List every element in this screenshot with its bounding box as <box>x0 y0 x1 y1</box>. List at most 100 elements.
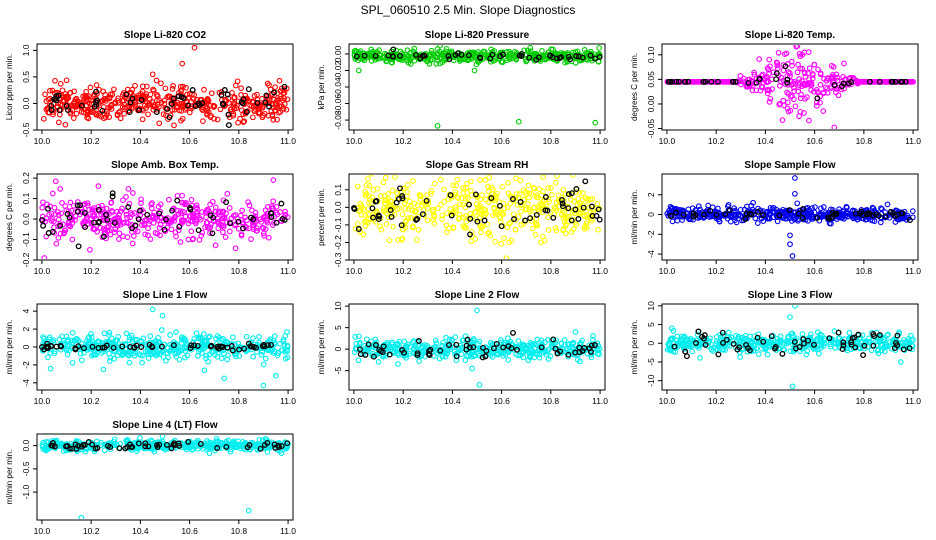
data-point <box>352 225 359 232</box>
data-point <box>259 224 266 231</box>
data-point <box>461 224 468 231</box>
data-point <box>278 200 285 207</box>
data-point <box>399 195 406 202</box>
data-point <box>168 226 175 233</box>
data-point <box>89 206 96 213</box>
y-tick-label: -0.1 <box>333 217 343 232</box>
data-point <box>779 117 786 123</box>
data-point <box>390 46 397 53</box>
data-point <box>470 344 477 351</box>
data-point <box>795 88 802 95</box>
data-point <box>809 75 816 82</box>
data-point <box>194 205 201 212</box>
data-point <box>173 329 179 335</box>
data-point <box>207 224 214 231</box>
data-point <box>757 87 764 94</box>
data-point <box>185 236 192 243</box>
x-tick-label: 10.4 <box>444 266 461 276</box>
data-point <box>899 210 906 217</box>
data-point <box>370 214 377 221</box>
data-point <box>108 200 114 206</box>
data-point <box>547 52 554 59</box>
data-point <box>119 343 126 350</box>
data-point <box>570 175 576 178</box>
data-point <box>383 221 390 227</box>
data-point <box>406 198 413 205</box>
data-point <box>52 211 59 217</box>
data-point <box>364 219 371 226</box>
data-point <box>865 339 872 346</box>
data-point <box>395 361 401 367</box>
data-point <box>42 91 48 98</box>
data-point <box>529 348 536 354</box>
y-tick-label: 0.5 <box>21 71 31 83</box>
data-point <box>680 211 687 218</box>
data-point <box>196 348 202 355</box>
data-point <box>456 211 463 218</box>
data-point <box>840 339 847 346</box>
data-point <box>492 238 498 245</box>
data-point <box>562 191 569 197</box>
data-point <box>563 214 570 220</box>
data-point <box>216 209 222 216</box>
data-point <box>747 339 754 345</box>
series-slope <box>664 45 916 129</box>
data-point <box>230 334 236 341</box>
data-point <box>375 359 382 365</box>
data-point <box>44 354 51 361</box>
data-point <box>361 52 368 59</box>
data-point <box>170 342 177 349</box>
data-point <box>766 56 773 63</box>
x-tick-label: 10.8 <box>543 136 560 146</box>
y-tick-label: -10 <box>646 374 656 387</box>
data-point <box>679 333 685 340</box>
data-point <box>800 81 807 88</box>
data-point <box>433 340 440 346</box>
series-reference <box>48 83 288 129</box>
data-point <box>132 222 139 229</box>
data-point <box>495 351 501 358</box>
data-point <box>61 229 68 236</box>
data-point <box>221 87 228 93</box>
data-point <box>753 79 760 86</box>
y-axis-label: degrees C per min. <box>5 183 14 251</box>
data-point <box>254 100 261 106</box>
data-point <box>907 217 913 224</box>
data-point <box>116 230 123 237</box>
data-point <box>672 349 679 355</box>
data-point <box>848 341 855 348</box>
data-point <box>489 51 496 58</box>
data-point <box>700 211 707 218</box>
data-point <box>256 334 262 340</box>
data-point <box>755 205 761 212</box>
data-point <box>496 199 502 205</box>
data-point <box>95 219 102 226</box>
data-point <box>440 186 447 193</box>
data-point <box>101 344 108 351</box>
data-point <box>56 107 63 114</box>
data-point <box>356 341 363 347</box>
data-point <box>463 218 470 225</box>
outlier-point <box>897 359 904 365</box>
data-point <box>438 51 445 57</box>
data-point <box>87 109 94 115</box>
data-point <box>805 218 811 224</box>
data-point <box>380 343 387 350</box>
data-point <box>98 113 105 120</box>
data-point <box>794 200 801 207</box>
data-point <box>783 50 790 57</box>
x-tick-label: 10.2 <box>395 136 412 146</box>
data-point <box>416 341 423 348</box>
data-point <box>182 337 189 344</box>
data-point <box>170 83 176 89</box>
data-point <box>156 120 163 127</box>
data-point <box>498 58 505 65</box>
data-point <box>668 78 675 85</box>
data-point <box>430 208 437 215</box>
data-point <box>282 208 288 215</box>
data-point <box>129 225 136 232</box>
data-point <box>505 190 512 196</box>
